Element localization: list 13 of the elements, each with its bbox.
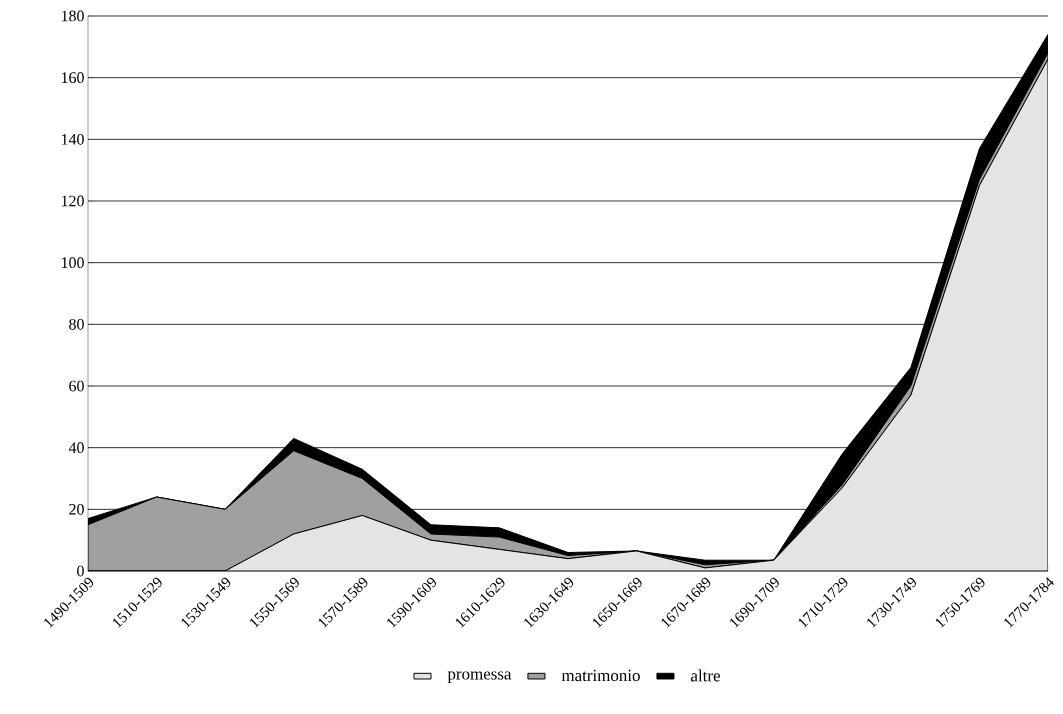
y-tick-label: 140 xyxy=(61,133,84,145)
y-tick-label: 180 xyxy=(61,10,84,22)
y-tick-label: 120 xyxy=(61,195,84,207)
y-tick-label: 80 xyxy=(69,318,84,330)
legend-label: altre xyxy=(691,669,720,682)
legend-label: promessa xyxy=(447,671,512,684)
y-tick-label: 0 xyxy=(77,565,84,577)
y-tick-label: 160 xyxy=(61,72,84,84)
y-tick-label: 40 xyxy=(68,442,84,454)
y-tick-label: 100 xyxy=(61,257,84,269)
legend-label: matrimonio xyxy=(561,669,640,682)
y-tick-label: 20 xyxy=(69,503,84,515)
y-tick-label: 60 xyxy=(69,380,84,392)
